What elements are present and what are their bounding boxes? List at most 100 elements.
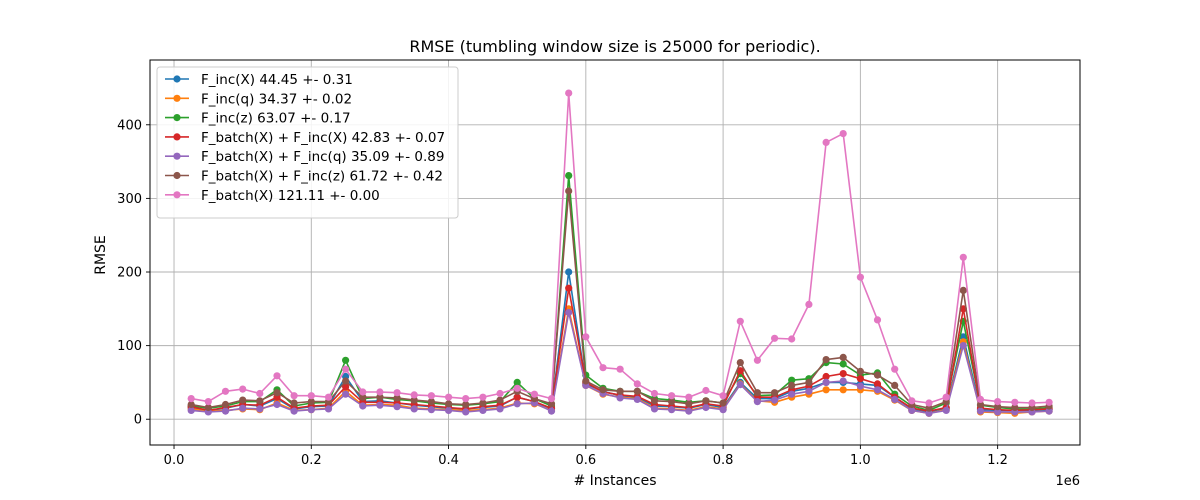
data-point: [462, 408, 470, 416]
data-point: [290, 392, 298, 400]
data-point: [513, 400, 521, 408]
data-point: [256, 405, 264, 413]
legend-box: [156, 66, 459, 219]
data-point: [650, 405, 659, 413]
data-point: [427, 406, 435, 414]
legend-marker: [173, 114, 181, 122]
series-line: [191, 190, 1050, 410]
data-point: [719, 392, 727, 400]
x-tick-label: 0.2: [301, 453, 322, 468]
data-point: [702, 397, 710, 405]
data-point: [376, 388, 384, 396]
data-point: [788, 390, 796, 398]
data-point: [239, 404, 247, 412]
data-point: [668, 398, 676, 406]
data-point: [462, 400, 470, 409]
data-point: [856, 375, 865, 383]
data-point: [513, 393, 521, 401]
data-point: [565, 268, 573, 276]
data-point: [307, 392, 315, 400]
x-tick-label: 0.6: [575, 453, 596, 468]
data-point: [839, 370, 847, 378]
data-point: [1011, 398, 1019, 406]
data-point: [959, 286, 967, 294]
data-point: [565, 89, 573, 97]
data-point: [736, 359, 744, 367]
data-point: [942, 393, 950, 401]
data-point: [959, 253, 967, 261]
data-point: [342, 365, 350, 373]
data-point: [959, 333, 967, 341]
data-point: [668, 392, 676, 400]
data-point: [530, 390, 539, 398]
data-point: [633, 380, 641, 388]
data-point: [805, 378, 813, 386]
data-point: [565, 187, 573, 195]
data-point: [239, 396, 247, 404]
data-point: [547, 395, 556, 403]
data-point: [753, 398, 762, 406]
data-point: [822, 356, 830, 364]
data-point: [376, 393, 384, 401]
data-point: [976, 395, 985, 403]
data-point: [204, 403, 212, 412]
legend-label: F_batch(X) + F_inc(X) 42.83 +- 0.07: [201, 130, 445, 146]
data-point: [873, 380, 882, 388]
data-point: [479, 399, 487, 407]
data-point: [822, 138, 830, 146]
data-point: [805, 387, 813, 395]
data-point: [359, 393, 367, 401]
data-point: [822, 378, 830, 386]
legend-marker: [173, 191, 181, 199]
data-point: [239, 385, 247, 393]
data-point: [445, 400, 453, 408]
data-point: [976, 400, 985, 409]
data-point: [753, 356, 762, 364]
legend-label: F_batch(X) 121.11 +- 0.00: [201, 188, 380, 204]
data-point: [496, 405, 504, 413]
x-tick-label: 0.4: [438, 453, 459, 468]
data-point: [856, 367, 865, 375]
data-point: [1045, 398, 1053, 406]
legend-label: F_batch(X) + F_inc(z) 61.72 +- 0.42: [201, 169, 443, 185]
data-point: [513, 378, 521, 386]
data-point: [599, 386, 607, 394]
data-point: [1011, 403, 1019, 412]
data-point: [994, 398, 1002, 406]
legend-entry: F_batch(X) + F_inc(X) 42.83 +- 0.07: [165, 130, 445, 146]
data-point: [976, 407, 985, 415]
data-point: [273, 389, 281, 397]
data-point: [445, 406, 453, 414]
data-point: [650, 397, 659, 405]
legend-label: F_batch(X) + F_inc(q) 35.09 +- 0.89: [201, 149, 444, 165]
y-tick-label: 100: [117, 339, 142, 354]
series-7: [187, 89, 1053, 407]
data-point: [256, 397, 264, 405]
data-point: [633, 387, 641, 395]
x-tick-label: 0.8: [713, 453, 734, 468]
data-point: [736, 367, 744, 375]
legend-label: F_inc(z) 63.07 +- 0.17: [201, 111, 351, 127]
data-point: [736, 317, 744, 325]
data-point: [547, 407, 556, 415]
data-point: [565, 284, 573, 292]
data-point: [496, 389, 504, 398]
legend-entry: F_batch(X) + F_inc(z) 61.72 +- 0.42: [165, 169, 443, 185]
data-point: [891, 365, 899, 373]
data-point: [839, 353, 847, 361]
data-point: [479, 406, 487, 414]
y-axis-label: RMSE: [93, 235, 109, 275]
data-point: [753, 389, 762, 397]
data-point: [685, 400, 693, 408]
data-point: [393, 403, 401, 411]
data-point: [668, 406, 676, 414]
y-axis: 0 100 200 300 400: [117, 118, 150, 428]
data-point: [324, 393, 333, 401]
data-point: [187, 406, 195, 414]
data-point: [839, 377, 847, 385]
data-point: [822, 386, 830, 394]
data-point: [925, 409, 933, 417]
data-point: [650, 389, 659, 398]
data-point: [839, 360, 847, 368]
